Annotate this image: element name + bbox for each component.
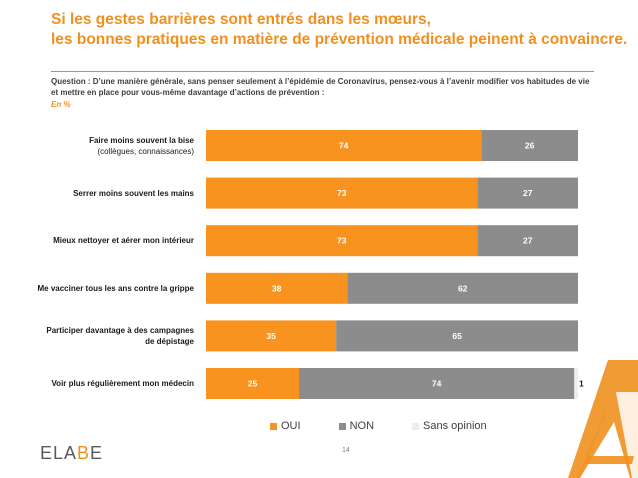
legend-label-non: NON [349, 420, 375, 432]
category-label-line1-3: Mieux nettoyer et aérer mon intérieur [53, 236, 194, 246]
category-label-3: Mieux nettoyer et aérer mon intérieur [14, 235, 194, 246]
bar-non-5 [336, 320, 578, 352]
title-line-2: les bonnes pratiques en matière de préve… [51, 31, 628, 48]
logo-text-main: ELA [40, 443, 78, 463]
category-label-5: Participer davantage à des campagnes de d… [14, 325, 194, 347]
category-label-line1-5: Participer davantage à des campagnes [46, 325, 194, 335]
category-label-line1-4: Me vacciner tous les ans contre la gripp… [37, 283, 195, 293]
legend-label-sans-opinion: Sans opinion [423, 420, 487, 432]
data-label-sans-opinion-6: 1 [579, 379, 584, 389]
data-label-non-4: 62 [458, 283, 468, 293]
category-label-2: Serrer moins souvent les mains [14, 188, 194, 199]
bar-oui-4 [206, 272, 348, 304]
bar-oui-3 [206, 225, 478, 257]
logo-text-end: E [90, 443, 104, 463]
data-label-oui-1: 74 [339, 141, 349, 151]
category-label-line1-2: Serrer moins souvent les mains [73, 188, 194, 198]
category-label-line1-6: Voir plus régulièrement mon médecin [51, 379, 194, 388]
category-label-line2-1: (collègues, connaissances) [97, 146, 195, 156]
title-line-1: Si les gestes barrières sont entrés dans… [51, 11, 431, 28]
category-label-6: Voir plus régulièrement mon médecin [14, 378, 194, 389]
category-label-4: Me vacciner tous les ans contre la gripp… [14, 283, 195, 294]
logo-text-accent: B [77, 443, 91, 463]
bar-oui-2 [206, 177, 478, 209]
bar-non-6 [299, 368, 575, 399]
page-title: Si les gestes barrières sont entrés dans… [51, 10, 628, 50]
data-label-non-2: 27 [523, 188, 533, 198]
category-label-1: Faire moins souvent la bise (collègues, c… [14, 135, 194, 157]
category-label-line1-1: Faire moins souvent la bise [89, 135, 194, 145]
data-label-oui-3: 73 [337, 236, 347, 246]
bar-sans-opinion-6 [574, 368, 578, 399]
data-label-oui-6: 25 [248, 379, 258, 389]
bar-oui-5 [206, 320, 337, 352]
category-label-line2-5: de dépistage [145, 336, 194, 346]
data-label-non-5: 65 [452, 331, 462, 341]
bar-oui-6 [206, 368, 299, 399]
bar-non-1 [481, 130, 578, 161]
data-label-non-1: 26 [525, 141, 535, 151]
legend-item-sans-opinion: Sans opinion [412, 420, 487, 432]
data-label-non-3: 27 [523, 236, 533, 246]
chart-legend: OUI NON Sans opinion [270, 420, 525, 432]
data-label-oui-2: 73 [337, 188, 347, 198]
bar-non-3 [477, 225, 578, 257]
legend-label-oui: OUI [281, 420, 301, 432]
legend-item-non: NON [338, 420, 375, 432]
decorative-a-shape [568, 360, 638, 478]
legend-swatch-oui [270, 422, 277, 430]
bar-non-2 [477, 177, 578, 209]
legend-swatch-non [338, 422, 346, 430]
bar-non-4 [347, 272, 578, 304]
data-label-oui-4: 38 [272, 283, 282, 293]
elabe-logo: ELABE [40, 443, 103, 464]
legend-swatch-sans-opinion [412, 422, 420, 430]
legend-item-oui: OUI [270, 420, 301, 432]
page-number: 14 [342, 447, 350, 454]
bar-oui-1 [206, 130, 482, 161]
title-divider [51, 71, 594, 72]
data-label-non-6: 74 [432, 379, 442, 389]
data-label-oui-5: 35 [266, 331, 276, 341]
unit-label: En % [51, 100, 71, 109]
question-text: Question : D’une manière générale, sans … [51, 77, 590, 97]
